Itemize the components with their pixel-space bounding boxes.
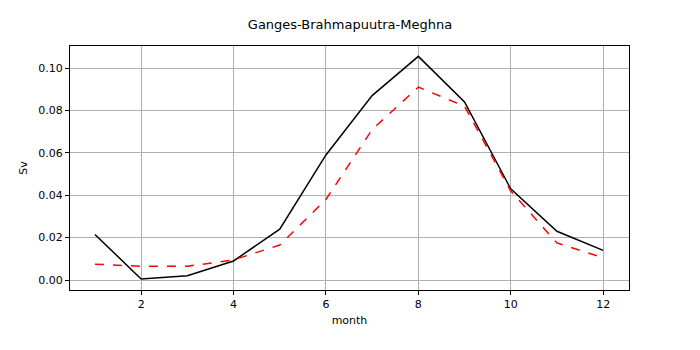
svg-text:0.10: 0.10 — [38, 62, 63, 75]
svg-text:0.04: 0.04 — [38, 189, 63, 202]
svg-text:0.02: 0.02 — [38, 231, 63, 244]
svg-text:0.00: 0.00 — [38, 274, 63, 287]
svg-text:0.06: 0.06 — [38, 147, 63, 160]
svg-text:Sv: Sv — [17, 161, 30, 175]
svg-text:10: 10 — [504, 298, 518, 311]
svg-text:0.08: 0.08 — [38, 104, 63, 117]
svg-text:6: 6 — [322, 298, 329, 311]
svg-text:Ganges-Brahmapuutra-Meghna: Ganges-Brahmapuutra-Meghna — [248, 17, 452, 32]
svg-text:4: 4 — [230, 298, 237, 311]
svg-text:12: 12 — [596, 298, 610, 311]
svg-text:8: 8 — [415, 298, 422, 311]
svg-text:2: 2 — [138, 298, 145, 311]
svg-text:month: month — [332, 314, 368, 327]
